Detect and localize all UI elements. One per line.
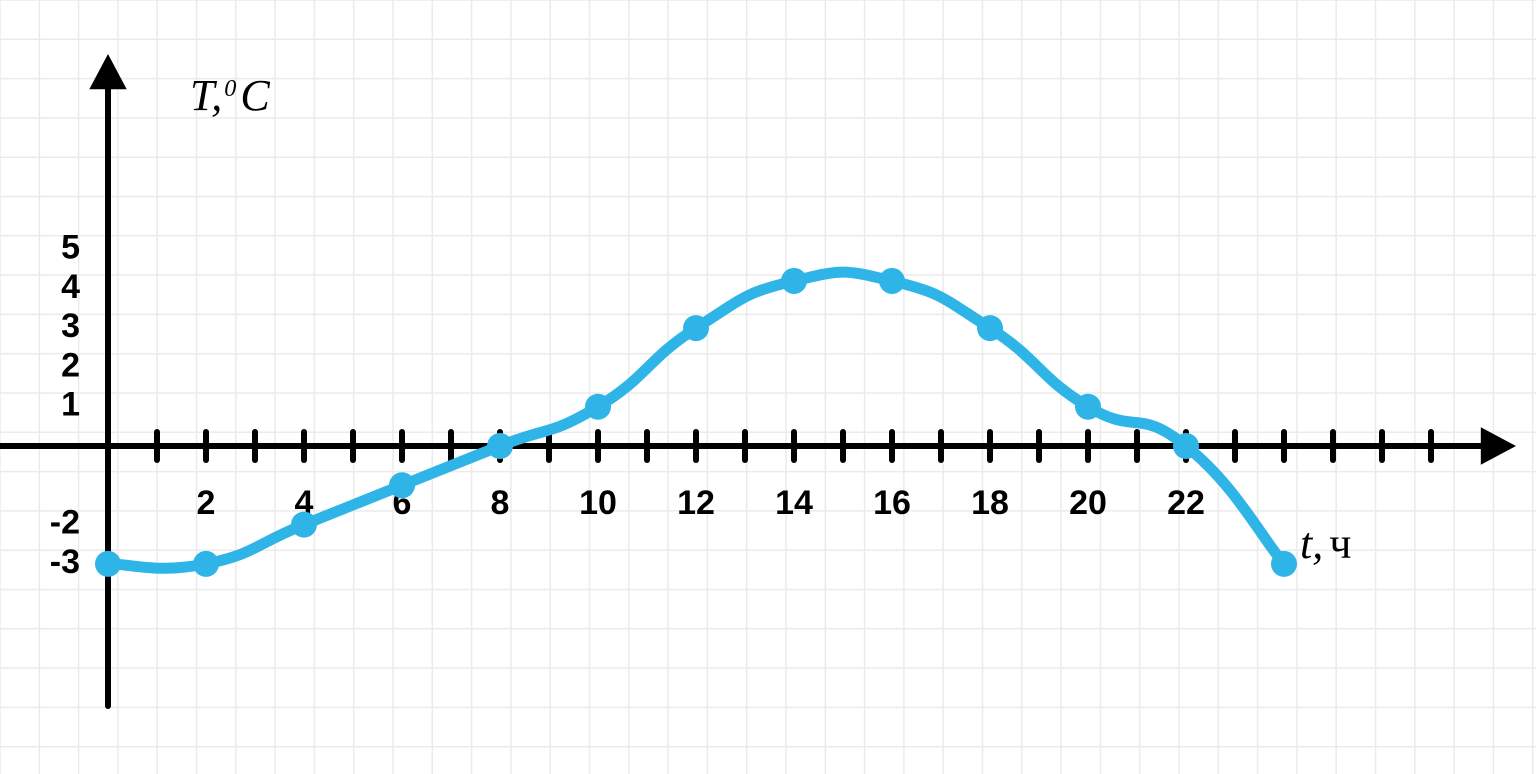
x-tick-label: 2	[197, 484, 216, 522]
y-tick-label: -2	[50, 504, 80, 542]
data-point	[585, 394, 611, 420]
x-tick-label: 16	[873, 484, 911, 522]
y-tick-label: 3	[61, 307, 80, 345]
data-point	[977, 315, 1003, 341]
temperature-chart: 24681012141618202212345-2-3T,0Ct,ч	[0, 0, 1536, 774]
data-point	[291, 512, 317, 538]
data-point	[781, 268, 807, 294]
data-point	[95, 551, 121, 577]
y-tick-label: 5	[61, 228, 80, 266]
x-tick-label: 18	[971, 484, 1009, 522]
data-point	[1075, 394, 1101, 420]
data-point	[193, 551, 219, 577]
x-tick-label: 12	[677, 484, 715, 522]
x-tick-label: 22	[1167, 484, 1205, 522]
data-point	[389, 472, 415, 498]
data-point	[879, 268, 905, 294]
data-point	[683, 315, 709, 341]
y-tick-label: 1	[61, 386, 80, 424]
x-tick-label: 10	[579, 484, 617, 522]
data-point	[1173, 433, 1199, 459]
x-tick-label: 14	[775, 484, 813, 522]
x-tick-label: 20	[1069, 484, 1107, 522]
y-tick-label: -3	[50, 543, 80, 581]
x-tick-label: 8	[491, 484, 510, 522]
data-point	[487, 433, 513, 459]
y-tick-label: 4	[61, 268, 80, 306]
data-point	[1271, 551, 1297, 577]
y-tick-label: 2	[61, 346, 80, 384]
